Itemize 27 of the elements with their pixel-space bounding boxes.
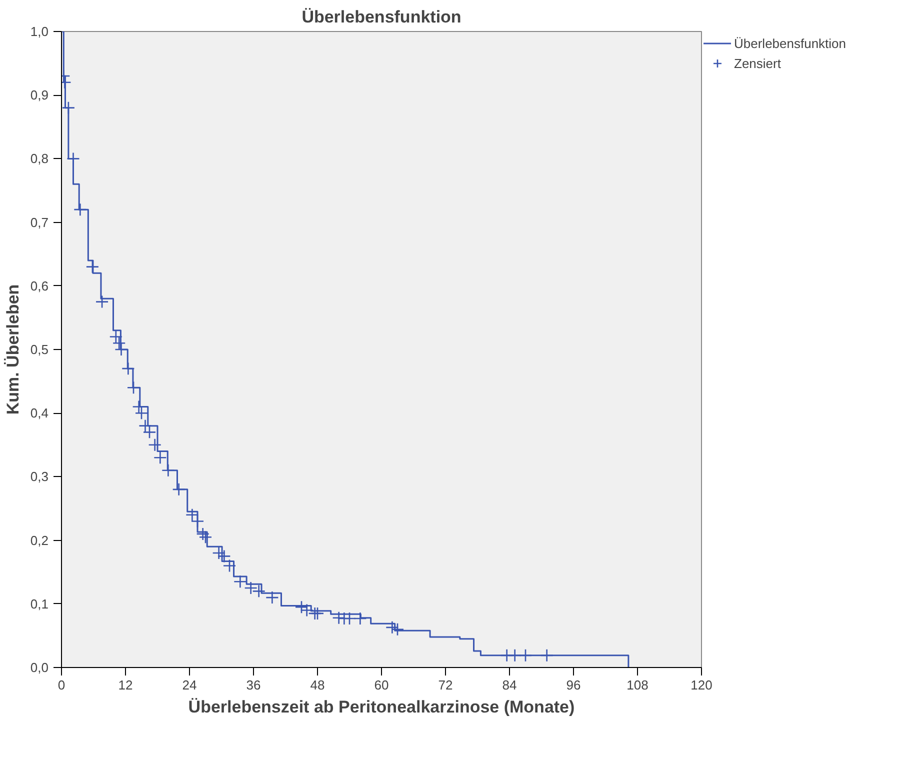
- y-tick-label: 0,7: [30, 214, 49, 230]
- y-tick-label: 0,9: [30, 88, 49, 103]
- x-tick-label: 12: [118, 678, 133, 692]
- x-tick-label: 120: [690, 678, 712, 692]
- y-tick-label: 1,0: [30, 24, 49, 39]
- y-tick-label: 0,0: [30, 660, 49, 675]
- x-axis-title: Überlebenszeit ab Peritonealkarzinose (Monate): [188, 698, 575, 716]
- y-axis-title: Kum. Überleben: [3, 284, 22, 415]
- y-tick-label: 0,8: [30, 151, 49, 166]
- legend-label: Zensiert: [734, 56, 781, 70]
- y-tick-label: 0,3: [30, 469, 49, 484]
- x-tick-label: 48: [310, 678, 325, 692]
- y-tick-label: 0,1: [30, 596, 49, 612]
- x-tick-label: 72: [438, 678, 453, 692]
- x-tick-label: 0: [58, 678, 66, 692]
- x-tick-label: 84: [502, 678, 517, 692]
- x-tick-label: 108: [626, 678, 648, 692]
- chart-title: Überlebensfunktion: [302, 8, 462, 26]
- legend-label: Überlebensfunktion: [734, 36, 846, 50]
- x-tick-label: 60: [374, 678, 389, 692]
- x-tick-label: 24: [182, 678, 197, 692]
- y-tick-label: 0,5: [30, 342, 49, 357]
- y-tick-label: 0,4: [30, 406, 49, 421]
- y-tick-label: 0,2: [30, 532, 49, 548]
- y-tick-label: 0,6: [30, 278, 49, 294]
- x-tick-label: 36: [246, 678, 261, 692]
- x-tick-label: 96: [566, 678, 581, 692]
